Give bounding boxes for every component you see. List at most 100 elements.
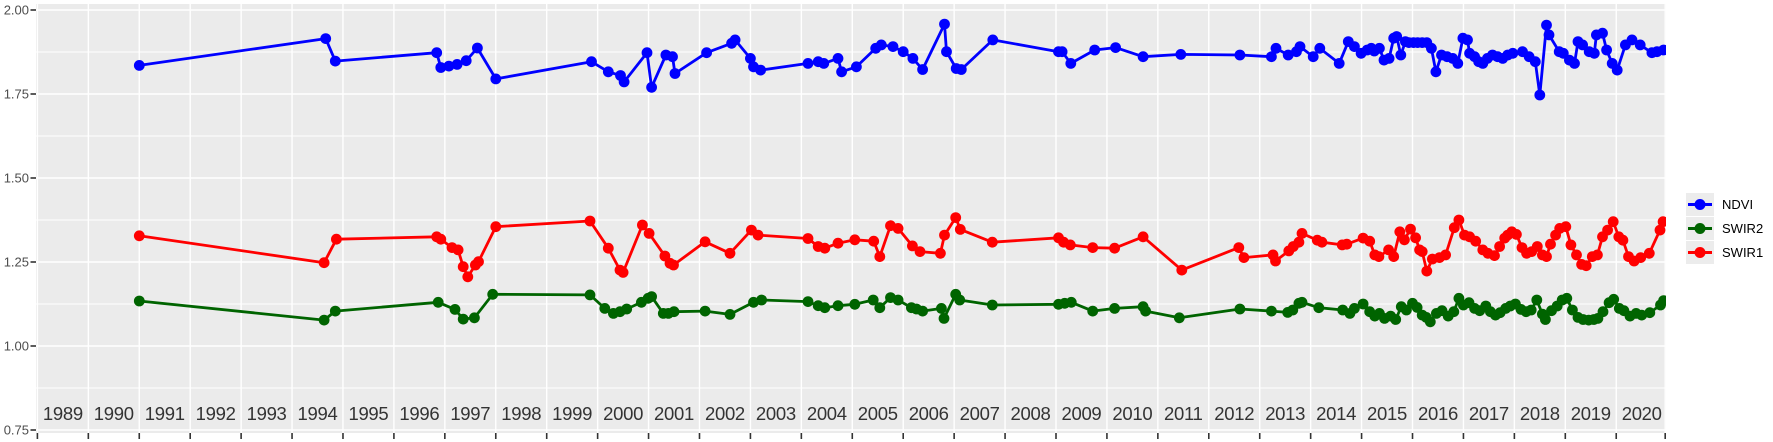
ndvi-data-point	[490, 73, 502, 85]
legend-dot	[1694, 199, 1706, 210]
y-axis-label: 1.00	[4, 339, 29, 354]
swir1-data-point	[1316, 236, 1328, 248]
x-axis-label: 2015	[1367, 403, 1407, 424]
ndvi-data-point	[451, 59, 463, 70]
swir2-data-point	[1644, 307, 1656, 319]
gridlines	[36, 4, 1666, 433]
swir1-data-point	[617, 267, 629, 278]
ndvi-data-point	[1543, 29, 1555, 41]
ndvi-data-point	[1658, 44, 1666, 56]
swir2-data-point	[756, 294, 767, 306]
swir2-data-point	[1065, 296, 1077, 308]
y-axis-label: 1.50	[4, 171, 29, 186]
swir1-data-point	[1109, 242, 1120, 254]
ndvi-data-point	[875, 39, 887, 51]
swir1-data-point	[849, 234, 861, 246]
y-axis-label: 2.00	[4, 3, 29, 18]
ndvi-data-point	[818, 58, 830, 69]
x-axis-label: 2003	[756, 403, 796, 424]
swir2-data-point	[892, 294, 904, 306]
swir1-data-point	[1592, 249, 1603, 261]
ndvi-data-point	[755, 64, 766, 76]
ndvi-data-point	[729, 34, 741, 46]
swir1-data-point	[1087, 242, 1099, 254]
x-axis-label: 2018	[1520, 403, 1560, 424]
x-axis-label: 2000	[603, 403, 643, 424]
ndvi-data-point	[836, 66, 847, 78]
swir1-data-point	[832, 237, 844, 249]
ndvi-data-point	[1294, 41, 1306, 52]
swir2-series	[133, 288, 1666, 328]
x-axis-label: 2004	[807, 403, 847, 424]
swir2-data-point	[133, 295, 145, 307]
y-axis-label: 1.25	[4, 255, 29, 270]
swir1-data-point	[1238, 252, 1250, 263]
x-axis-label: 1991	[145, 403, 185, 424]
swir1-data-point	[1489, 250, 1500, 261]
ndvi-data-point	[669, 68, 681, 79]
ndvi-data-point	[1110, 42, 1121, 53]
swir1-data-point	[1607, 216, 1619, 228]
swir1-data-point	[1176, 264, 1188, 276]
ndvi-data-point	[1577, 39, 1588, 51]
swir1-data-point	[892, 223, 904, 234]
x-axis-label: 1998	[501, 403, 541, 424]
swir2-data-point	[1109, 303, 1120, 314]
ndvi-data-point	[1597, 27, 1608, 39]
swir2-data-point	[1140, 305, 1151, 317]
ndvi-data-point	[618, 76, 630, 88]
ndvi-legend-glyph	[1688, 199, 1712, 210]
swir2-data-point	[1525, 304, 1537, 316]
legend-item-swir1: SWIR1	[1686, 241, 1763, 264]
swir1-data-point	[1654, 224, 1666, 236]
swir2-data-point	[748, 296, 759, 308]
swir2-data-point	[832, 300, 844, 312]
swir1-data-point	[868, 235, 880, 247]
x-axis-label: 2017	[1469, 403, 1509, 424]
swir1-data-point	[637, 219, 648, 231]
ndvi-data-point	[1349, 41, 1360, 52]
swir2-data-point	[1266, 305, 1277, 317]
ndvi-data-point	[1626, 34, 1638, 46]
swir2-data-point	[1313, 302, 1325, 314]
ndvi-data-point	[320, 33, 332, 44]
swir1-legend-glyph	[1688, 247, 1712, 258]
swir1-data-point	[1565, 239, 1577, 251]
swir1-data-point	[1388, 251, 1400, 262]
swir1-data-point	[490, 221, 502, 233]
ndvi-data-point	[1534, 89, 1546, 101]
x-axis-label: 2014	[1316, 403, 1356, 424]
ndvi-data-point	[472, 42, 483, 54]
swir2-data-point	[1608, 293, 1620, 305]
swir2-data-point	[318, 314, 330, 326]
swir2-data-point	[874, 302, 886, 314]
swir1-data-point	[1545, 238, 1556, 250]
ndvi-data-point	[1529, 56, 1541, 68]
swir2-data-point	[1357, 298, 1369, 310]
ndvi-data-point	[667, 51, 678, 63]
ndvi-data-point	[851, 61, 862, 73]
ndvi-data-point	[435, 62, 447, 73]
swir1-data-point	[1531, 241, 1543, 252]
swir2-data-point	[469, 312, 480, 324]
swir1-data-point	[1341, 238, 1353, 250]
swir1-data-point	[1453, 214, 1465, 226]
swir2-data-point	[1173, 312, 1185, 324]
swir1-data-point	[435, 233, 447, 245]
ndvi-data-point	[1374, 42, 1385, 54]
x-axis-label: 2019	[1571, 403, 1611, 424]
swir2-data-point	[699, 305, 711, 317]
x-axis-label: 1994	[298, 403, 338, 424]
ndvi-data-point	[1333, 58, 1345, 69]
swir1-data-point	[133, 230, 145, 242]
x-axis-label: 1992	[196, 403, 236, 424]
ndvi-data-point	[1507, 47, 1519, 59]
swir1-data-point	[1405, 223, 1416, 235]
swir1-data-point	[819, 242, 831, 254]
swir2-data-point	[1540, 314, 1551, 325]
ndvi-data-point	[329, 55, 341, 67]
swir2-series-key-icon	[1686, 217, 1714, 240]
ndvi-data-point	[1089, 44, 1101, 56]
ndvi-data-point	[133, 60, 145, 71]
